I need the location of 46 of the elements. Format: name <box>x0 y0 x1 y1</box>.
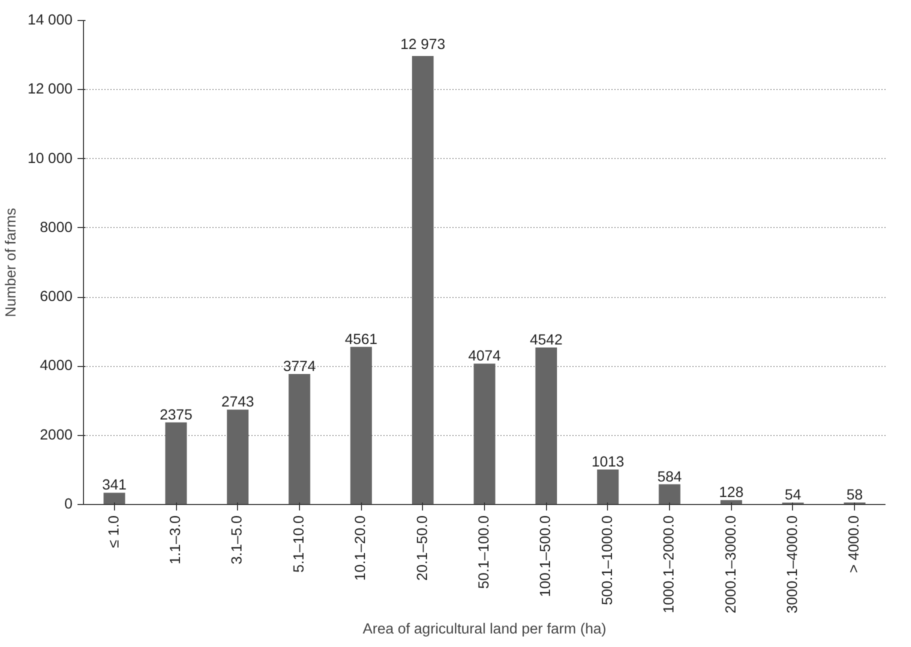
x-tick-label: ≤ 1.0 <box>106 515 122 548</box>
data-label: 4074 <box>468 348 501 365</box>
data-label: 58 <box>846 487 863 504</box>
data-label: 3774 <box>283 359 316 376</box>
bar <box>288 374 310 504</box>
x-tick-label: 20.1–50.0 <box>414 516 431 581</box>
bar <box>535 347 557 504</box>
bar <box>412 56 434 504</box>
y-tick-label: 0 <box>64 496 73 512</box>
x-tick-label: 100.1–500.0 <box>538 515 554 598</box>
y-tick-label: 6000 <box>40 289 73 306</box>
data-label: 4561 <box>344 332 378 348</box>
y-axis-title: Number of farms <box>4 208 20 318</box>
data-label: 12 973 <box>400 37 446 54</box>
x-axis-title: Area of agricultural land per farm (ha) <box>362 621 606 638</box>
x-tick-label: 2000.1–3000.0 <box>723 515 740 614</box>
data-label: 2375 <box>160 407 192 424</box>
x-tick-label: 500.1–1000.0 <box>600 516 616 606</box>
x-tick-label: 3000.1–4000.0 <box>784 515 801 614</box>
data-label: 4542 <box>530 332 562 348</box>
x-tick-label: 1000.1–2000.0 <box>662 515 678 614</box>
x-tick-label: > 4000.0 <box>846 515 863 573</box>
bar <box>226 410 249 504</box>
y-tick-label: 10 000 <box>28 150 72 167</box>
y-tick-label: 4000 <box>40 358 73 374</box>
y-tick-label: 14 000 <box>28 12 72 28</box>
data-label: 2743 <box>221 394 254 411</box>
x-tick-label: 5.1–10.0 <box>291 515 308 573</box>
x-tick-label: 1.1–3.0 <box>168 515 184 564</box>
x-tick-label: 10.1–20.0 <box>353 516 370 581</box>
x-tick-label: 3.1–5.0 <box>230 515 246 564</box>
y-tick-label: 12 000 <box>28 82 72 98</box>
data-label: 584 <box>657 469 682 486</box>
data-label: 128 <box>719 485 744 502</box>
y-tick-label: 8000 <box>40 220 73 236</box>
bar <box>597 469 619 504</box>
data-label: 54 <box>784 488 802 504</box>
bar <box>350 346 372 504</box>
bar <box>104 492 126 504</box>
y-tick-label: 2000 <box>40 427 73 444</box>
bar <box>658 484 680 504</box>
x-tick-label: 50.1–100.0 <box>476 515 492 589</box>
data-label: 341 <box>102 478 127 494</box>
data-label: 1013 <box>592 454 624 470</box>
bar <box>165 422 187 504</box>
bar <box>474 364 496 504</box>
